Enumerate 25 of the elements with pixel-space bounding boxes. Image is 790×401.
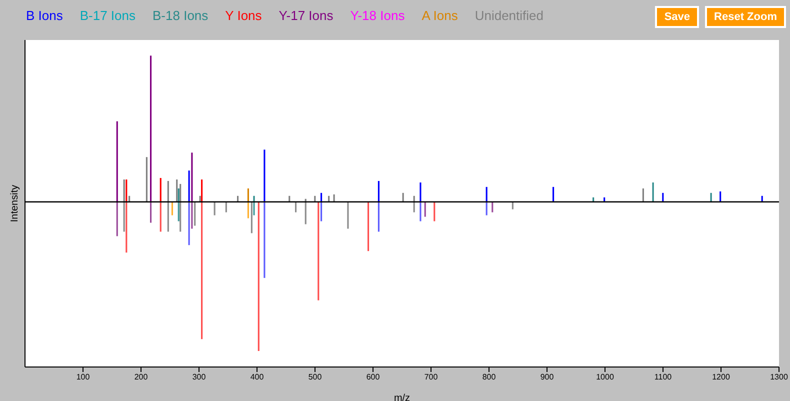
legend-label: Y-18 Ions bbox=[350, 8, 405, 23]
x-tick-label: 1200 bbox=[712, 372, 730, 382]
legend-label: B-17 Ions bbox=[80, 8, 136, 23]
x-tick-label: 300 bbox=[192, 372, 206, 382]
x-tick-label: 600 bbox=[366, 372, 380, 382]
x-tick-label: 500 bbox=[308, 372, 322, 382]
x-tick-label: 100 bbox=[76, 372, 90, 382]
x-tick-label: 200 bbox=[134, 372, 148, 382]
text: Y Ions bbox=[225, 8, 262, 23]
text: A Ions bbox=[422, 8, 458, 23]
x-tick-label: 900 bbox=[540, 372, 554, 382]
text: B Ions bbox=[26, 8, 63, 23]
text: Reset Zoom bbox=[705, 6, 786, 28]
text: B-18 Ions bbox=[152, 8, 208, 23]
x-tick-label: 1100 bbox=[654, 372, 672, 382]
text: Save bbox=[655, 6, 700, 28]
text: Y-17 Ions bbox=[278, 8, 334, 23]
x-tick-label: 1000 bbox=[596, 372, 614, 382]
x-tick-label: 800 bbox=[482, 372, 496, 382]
x-tick-label: 400 bbox=[250, 372, 264, 382]
y-axis-title: Intensity bbox=[10, 184, 21, 222]
x-axis-title: m/z bbox=[394, 393, 410, 401]
x-tick-label: 700 bbox=[424, 372, 438, 382]
text: Unidentified bbox=[474, 8, 544, 23]
x-tick-label: 1300 bbox=[770, 372, 788, 382]
